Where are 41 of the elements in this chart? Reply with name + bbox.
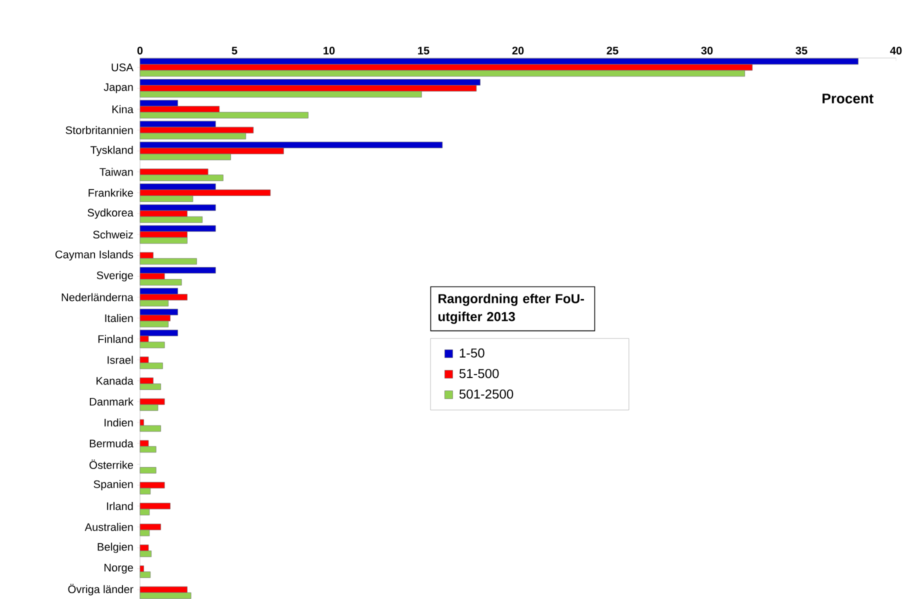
legend-label: 51-500	[459, 368, 499, 378]
y-tick-label: Nederländerna	[62, 293, 134, 302]
x-tick-label: 15	[418, 46, 430, 54]
legend-label: 1-50	[460, 348, 484, 358]
y-tick-label: Frankrike	[88, 188, 133, 197]
y-tick-label: Italien	[105, 314, 133, 322]
annotation: Procent	[822, 94, 874, 104]
y-tick-label: Taiwan	[100, 168, 133, 176]
y-tick-label: Schweiz	[93, 230, 133, 239]
x-tick-label: 20	[512, 46, 524, 54]
y-tick-label: Japan	[104, 83, 133, 94]
x-tick-label: 5	[232, 46, 238, 54]
x-tick-label: 10	[324, 46, 335, 54]
y-tick-label: USA	[112, 64, 134, 72]
y-tick-label: Australien	[84, 522, 133, 531]
y-tick-label: Österrike	[90, 460, 133, 469]
legend-label: 501-2500	[459, 389, 514, 399]
x-tick-label: 0	[137, 46, 143, 54]
y-tick-label: Övriga länder	[68, 584, 134, 596]
y-tick-label: Cayman Islands	[55, 250, 134, 260]
y-tick-label: Belgien	[98, 542, 133, 553]
y-tick-label: Sydkorea	[88, 208, 134, 219]
y-tick-label: Danmark	[90, 398, 134, 406]
y-tick-label: Storbritannien	[66, 126, 133, 134]
y-tick-label: Norge	[104, 564, 133, 574]
y-tick-label: Sverige	[96, 271, 133, 282]
y-tick-label: Indien	[104, 418, 133, 427]
x-tick-label: 35	[796, 46, 808, 54]
x-tick-label: 40	[890, 46, 902, 54]
y-tick-label: Bermuda	[90, 439, 134, 448]
y-tick-label: Finland	[98, 334, 133, 343]
y-tick-label: Kina	[112, 105, 134, 114]
y-tick-label: Kanada	[96, 376, 134, 385]
y-tick-label: Irland	[107, 502, 133, 510]
y-tick-label: Tyskland	[90, 146, 133, 156]
bar	[140, 467, 156, 474]
y-tick-label: Israel	[108, 356, 133, 364]
x-tick-label: 30	[701, 46, 713, 54]
y-tick-label: Spanien	[94, 480, 133, 490]
legend-title: Rangordning efter FoU-utgifter 2013	[438, 294, 584, 324]
x-tick-label: 25	[606, 46, 618, 54]
